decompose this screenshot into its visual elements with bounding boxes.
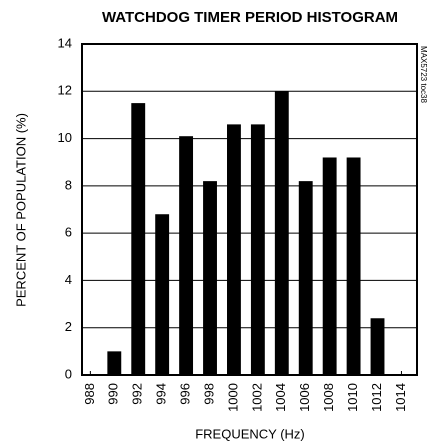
- x-tick-label: 1010: [345, 383, 360, 412]
- y-tick-label: 6: [65, 225, 72, 240]
- y-axis-label: PERCENT OF POPULATION (%): [13, 113, 28, 307]
- bar: [298, 181, 313, 375]
- x-tick-label: 1000: [225, 383, 240, 412]
- y-tick-label: 2: [65, 319, 72, 334]
- x-tick-label: 992: [130, 383, 145, 405]
- y-tick-label: 8: [65, 177, 72, 192]
- x-tick-label: 994: [154, 383, 169, 405]
- y-tick-label: 0: [65, 366, 72, 381]
- bar: [203, 181, 217, 375]
- bar: [155, 214, 170, 375]
- y-tick-label: 4: [65, 272, 72, 287]
- bar: [346, 157, 361, 375]
- x-tick-label: 996: [178, 383, 193, 405]
- bar: [370, 318, 385, 375]
- bar: [274, 91, 289, 376]
- x-tick-label: 1014: [393, 383, 408, 412]
- x-tick-label: 1006: [297, 383, 312, 412]
- y-tick-label: 14: [58, 35, 72, 50]
- x-tick-label: 988: [82, 383, 97, 405]
- annotation: MAX5723 toc38: [419, 46, 428, 103]
- bar: [250, 124, 265, 375]
- y-tick-label: 10: [58, 130, 72, 145]
- bar: [322, 157, 337, 375]
- x-tick-label: 1008: [321, 383, 336, 412]
- bar: [131, 103, 146, 375]
- chart-title: WATCHDOG TIMER PERIOD HISTOGRAM: [102, 9, 398, 26]
- y-tick-label: 12: [58, 83, 72, 98]
- x-tick-label: 990: [106, 383, 121, 405]
- x-tick-label: 1002: [249, 383, 264, 412]
- bar: [227, 124, 241, 375]
- x-tick-label: 998: [201, 383, 216, 405]
- bar: [107, 351, 122, 375]
- bar: [179, 136, 194, 375]
- x-tick-label: 1012: [369, 383, 384, 412]
- x-tick-label: 1004: [273, 383, 288, 412]
- x-axis-label: FREQUENCY (Hz): [195, 426, 305, 441]
- plot-frame: [81, 43, 418, 376]
